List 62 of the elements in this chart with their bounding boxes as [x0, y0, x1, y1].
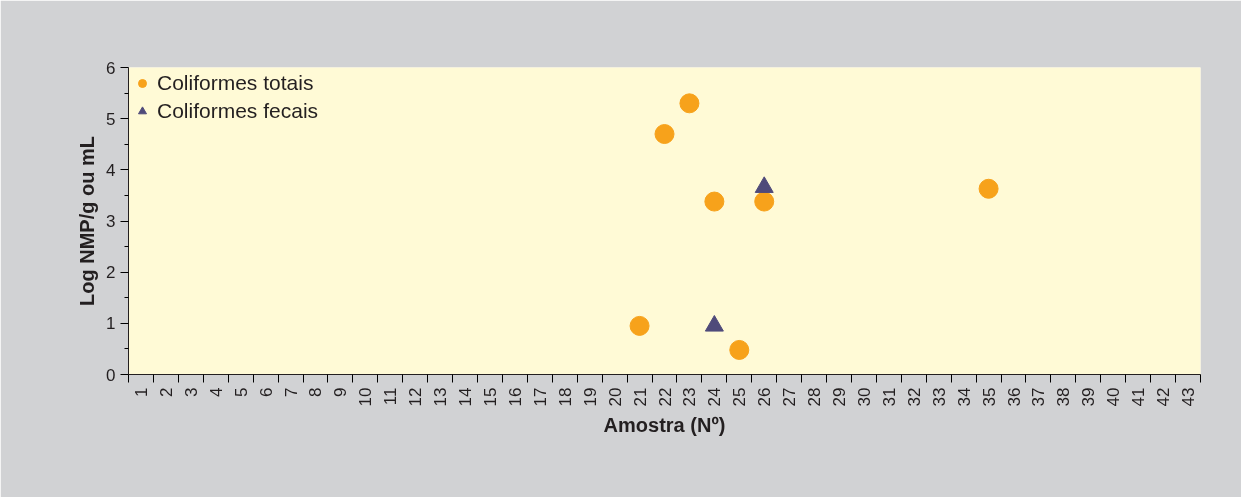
point	[704, 191, 725, 212]
x-tick-label: 19	[580, 387, 600, 407]
point	[729, 339, 750, 360]
x-tick-label: 10	[356, 387, 376, 407]
x-tick-label: 3	[181, 387, 201, 397]
x-tick-label: 25	[730, 387, 750, 407]
x-tick-label: 43	[1179, 387, 1199, 407]
x-tick-label: 7	[281, 387, 301, 397]
point	[704, 315, 724, 332]
y-tick-label: 6	[106, 58, 116, 78]
x-tick-label: 2	[156, 387, 176, 397]
x-tick-label: 8	[306, 387, 326, 397]
legend-label: Coliformes totais	[157, 71, 314, 95]
x-tick-label: 31	[879, 387, 899, 407]
x-tick-label: 33	[929, 387, 949, 407]
x-axis-title: Amostra (Nº)	[603, 414, 726, 437]
y-tick-label: 0	[106, 365, 116, 385]
x-tick-label: 32	[904, 387, 924, 407]
x-tick-label: 26	[755, 387, 775, 407]
x-tick-label: 27	[780, 387, 800, 407]
x-tick-label: 16	[505, 387, 525, 407]
x-tick-label: 30	[854, 387, 874, 407]
x-tick-label: 34	[954, 387, 974, 407]
point	[629, 315, 650, 336]
x-tick-label: 38	[1054, 387, 1074, 407]
x-tick-label: 28	[805, 387, 825, 407]
x-tick-label: 18	[555, 387, 575, 407]
y-tick-label: 5	[106, 109, 116, 129]
y-tick-label: 2	[106, 263, 116, 283]
x-tick-label: 9	[331, 387, 351, 397]
x-tick-label: 12	[406, 387, 426, 407]
x-tick-label: 41	[1129, 387, 1149, 407]
x-tick-label: 35	[979, 387, 999, 407]
y-tick-label: 1	[106, 314, 116, 334]
y-tick-label: 4	[106, 160, 116, 180]
x-tick-label: 36	[1004, 387, 1024, 407]
x-tick-label: 1	[131, 387, 151, 397]
x-tick-label: 11	[381, 387, 401, 406]
point	[754, 191, 775, 212]
y-axis-title: Log NMP/g ou mL	[76, 136, 99, 306]
x-tick-label: 13	[431, 387, 451, 407]
x-tick-label: 22	[655, 387, 675, 407]
x-tick-label: 21	[630, 387, 650, 407]
x-tick-label: 37	[1029, 387, 1049, 407]
point	[978, 178, 999, 199]
x-tick-label: 20	[605, 387, 625, 407]
x-tick-label: 17	[530, 387, 550, 407]
x-tick-label: 5	[231, 387, 251, 397]
x-tick-label: 4	[206, 387, 226, 397]
x-tick-label: 39	[1079, 387, 1099, 407]
x-tick-label: 42	[1154, 387, 1174, 407]
x-tick-label: 23	[680, 387, 700, 407]
x-tick-label: 14	[456, 387, 476, 407]
legend-label: Coliformes fecais	[157, 99, 319, 123]
x-tick-label: 40	[1104, 387, 1124, 407]
y-tick-label: 3	[106, 212, 116, 231]
point	[679, 93, 700, 114]
point	[654, 124, 675, 144]
x-tick-label: 24	[705, 387, 725, 407]
x-tick-label: 15	[480, 387, 500, 407]
x-tick-label: 6	[256, 387, 276, 397]
x-tick-label: 29	[830, 387, 850, 407]
